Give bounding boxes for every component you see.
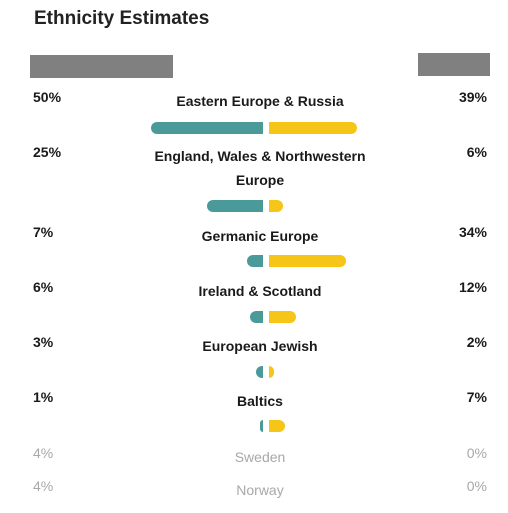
left-percent: 6% xyxy=(33,279,54,295)
right-bar xyxy=(269,122,357,134)
right-person-placeholder xyxy=(418,53,490,76)
comparison-bars xyxy=(0,200,508,212)
left-bar xyxy=(249,311,263,323)
comparison-bars xyxy=(0,255,508,267)
left-percent: 1% xyxy=(33,389,54,405)
comparison-bars xyxy=(0,366,508,378)
right-bar xyxy=(269,200,283,212)
region-label: Ireland & Scotland xyxy=(198,283,322,299)
right-bar xyxy=(269,420,285,432)
right-percent: 12% xyxy=(458,279,487,295)
right-percent: 2% xyxy=(466,334,487,350)
left-bar xyxy=(260,420,263,432)
right-percent: 7% xyxy=(466,389,487,405)
region-label: Germanic Europe xyxy=(201,228,319,244)
right-bar xyxy=(269,366,274,378)
right-percent: 0% xyxy=(466,445,487,461)
right-bar xyxy=(269,311,296,323)
comparison-bars xyxy=(0,311,508,323)
region-label: Norway xyxy=(236,482,284,498)
comparison-bars xyxy=(0,420,508,432)
left-percent: 50% xyxy=(33,89,62,105)
region-label: England, Wales & Northwestern Europe xyxy=(154,148,366,188)
left-percent: 4% xyxy=(33,445,54,461)
left-bar xyxy=(206,200,263,212)
left-percent: 3% xyxy=(33,334,54,350)
region-label: Baltics xyxy=(237,393,283,409)
right-percent: 0% xyxy=(466,478,487,494)
page-title: Ethnicity Estimates xyxy=(34,8,210,29)
left-person-placeholder xyxy=(30,55,173,78)
right-bar xyxy=(269,255,346,267)
right-percent: 34% xyxy=(458,224,487,240)
left-bar xyxy=(150,122,263,134)
region-label: European Jewish xyxy=(202,338,318,354)
left-bar xyxy=(247,255,263,267)
region-label: Eastern Europe & Russia xyxy=(176,93,344,109)
right-percent: 39% xyxy=(458,89,487,105)
right-percent: 6% xyxy=(466,144,487,160)
region-label: Sweden xyxy=(234,449,286,465)
left-percent: 4% xyxy=(33,478,54,494)
left-bar xyxy=(256,366,263,378)
left-percent: 7% xyxy=(33,224,54,240)
left-percent: 25% xyxy=(33,144,62,160)
comparison-bars xyxy=(0,122,508,134)
